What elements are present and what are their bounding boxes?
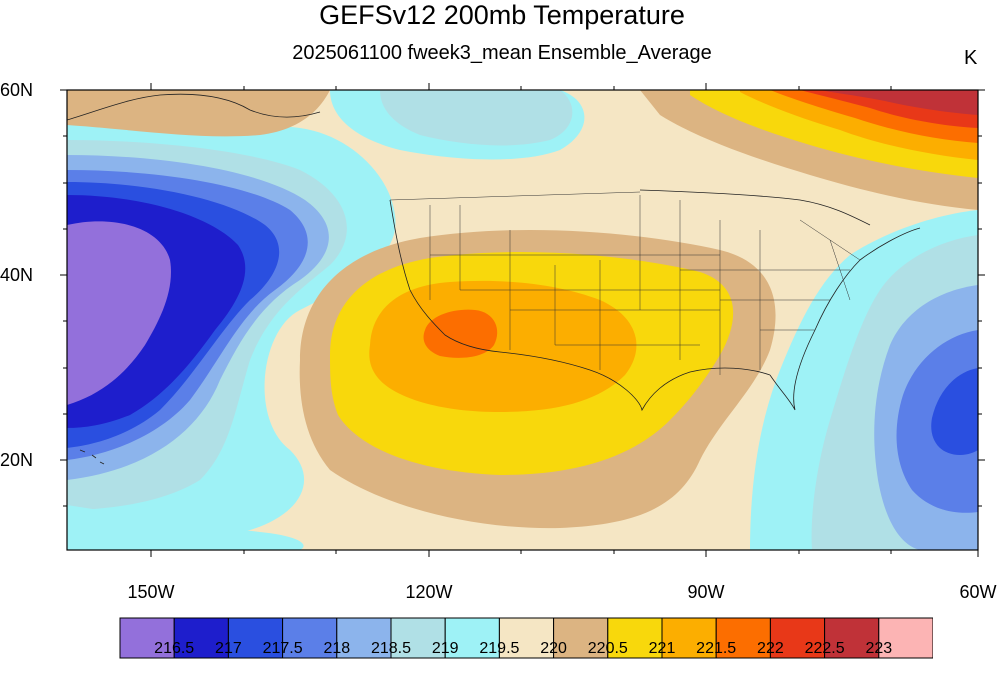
colorbar-swatch <box>227 617 284 659</box>
colorbar-tick-label: 219 <box>431 640 459 657</box>
colorbar-tick-label: 221 <box>648 640 676 657</box>
units-label: K <box>964 47 978 69</box>
colorbar-swatch <box>715 617 771 659</box>
coastlines <box>66 93 921 465</box>
colorbar-swatch <box>282 617 338 659</box>
colorbar-swatch <box>769 617 826 659</box>
colorbar-swatch <box>878 617 933 659</box>
colorbar-swatch <box>336 617 392 659</box>
contour-band-220-5-north <box>67 90 330 137</box>
contour-band-223-northeast <box>820 90 978 115</box>
lat-label-20n: 20N <box>0 450 34 470</box>
contour-band-219-5-south <box>67 505 304 550</box>
contour-band-216-5-west <box>67 221 171 405</box>
colorbar-tick-label: 223 <box>865 640 893 657</box>
colorbar-tick-label: 222.5 <box>804 640 845 657</box>
colorbar-swatch <box>390 617 446 659</box>
state-borders <box>389 191 861 375</box>
contour-band-222-dome <box>423 309 498 358</box>
colorbar <box>119 617 933 659</box>
colorbar-tick-label: 220 <box>540 640 567 657</box>
colorbar-swatch <box>607 617 663 659</box>
colorbar-swatch <box>444 617 500 659</box>
colorbar-swatch <box>824 617 880 659</box>
map-title: GEFSv12 200mb Temperature <box>319 0 685 30</box>
colorbar-tick-label: 217.5 <box>262 640 303 657</box>
lon-label-150w: 150W <box>127 582 175 602</box>
lon-label-120w: 120W <box>405 582 453 602</box>
lat-label-40n: 40N <box>0 265 34 285</box>
contour-band-221-5-dome <box>369 280 637 412</box>
colorbar-tick-label: 216.5 <box>154 640 195 657</box>
lat-label-60n: 60N <box>0 80 34 100</box>
colorbar-tick-label: 218 <box>323 640 351 657</box>
map-subtitle: 2025061100 fweek3_mean Ensemble_Average <box>292 42 712 64</box>
contour-band-217-5-east <box>931 368 978 455</box>
colorbar-swatch <box>553 617 609 659</box>
map-frame <box>60 83 985 557</box>
colorbar-swatch <box>498 617 555 659</box>
colorbar-tick-label: 218.5 <box>370 640 412 657</box>
colorbar-tick-label: 220.5 <box>587 640 628 657</box>
lon-label-90w: 90W <box>687 582 725 602</box>
contour-fields <box>67 90 978 550</box>
colorbar-tick-label: 217 <box>215 640 242 657</box>
colorbar-swatch <box>119 617 175 659</box>
lon-label-60w: 60W <box>959 582 997 602</box>
contour-band-219-north <box>380 90 573 146</box>
colorbar-tick-label: 221.5 <box>696 640 737 657</box>
colorbar-tick-label: 222 <box>757 640 784 657</box>
colorbar-tick-label: 219.5 <box>479 640 520 657</box>
